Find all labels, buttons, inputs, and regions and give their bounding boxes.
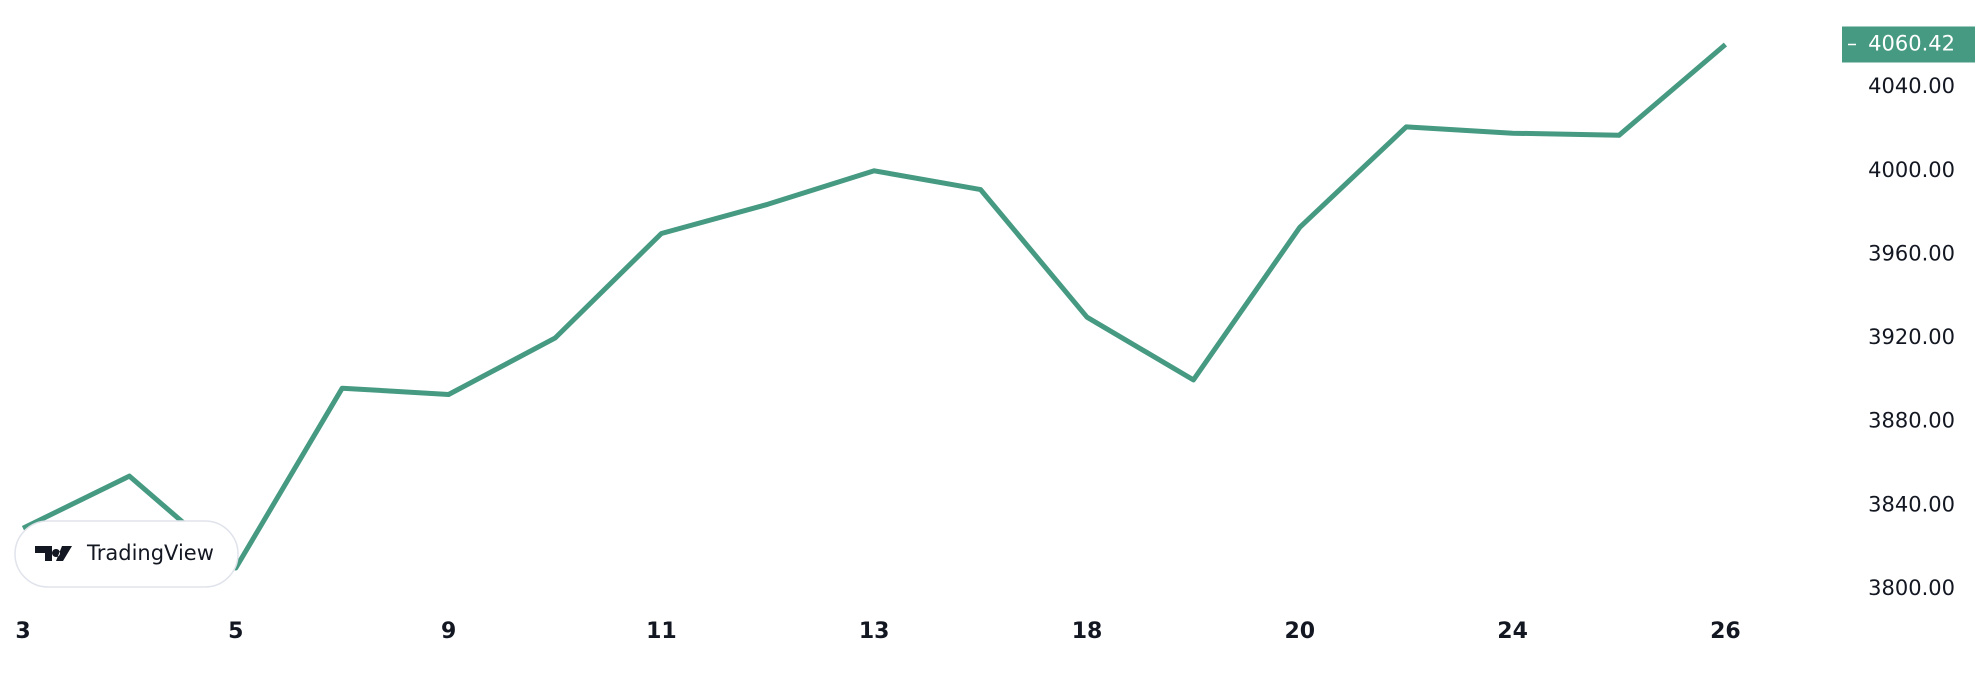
watermark-logo <box>35 546 72 561</box>
y-tick-label: 3920.00 <box>1868 325 1955 349</box>
price-line <box>21 42 1728 571</box>
y-tick-label: 3800.00 <box>1868 576 1955 600</box>
x-tick-label: 3 <box>15 619 30 644</box>
x-tick-label: 11 <box>646 619 677 644</box>
plot-area <box>21 42 1728 571</box>
y-tick-label: 4000.00 <box>1868 158 1955 182</box>
last-price-badge <box>1842 26 1975 63</box>
x-tick-label: 26 <box>1710 619 1741 644</box>
x-tick-label: 18 <box>1072 619 1103 644</box>
x-tick-label: 24 <box>1497 619 1528 644</box>
y-tick-label: 4040.00 <box>1868 74 1955 98</box>
watermark-text: TradingView <box>86 541 214 565</box>
last-price-label: 4060.42 <box>1868 31 1955 55</box>
y-tick-label: 3880.00 <box>1868 409 1955 433</box>
x-tick-label: 13 <box>859 619 890 644</box>
x-tick-label: 9 <box>441 619 456 644</box>
watermark-box <box>14 520 239 588</box>
x-tick-label: 5 <box>228 619 243 644</box>
y-tick-label: 3840.00 <box>1868 492 1955 516</box>
y-tick-label: 3960.00 <box>1868 241 1955 265</box>
x-tick-label: 20 <box>1284 619 1315 644</box>
watermark-badge: TradingView <box>14 520 239 588</box>
